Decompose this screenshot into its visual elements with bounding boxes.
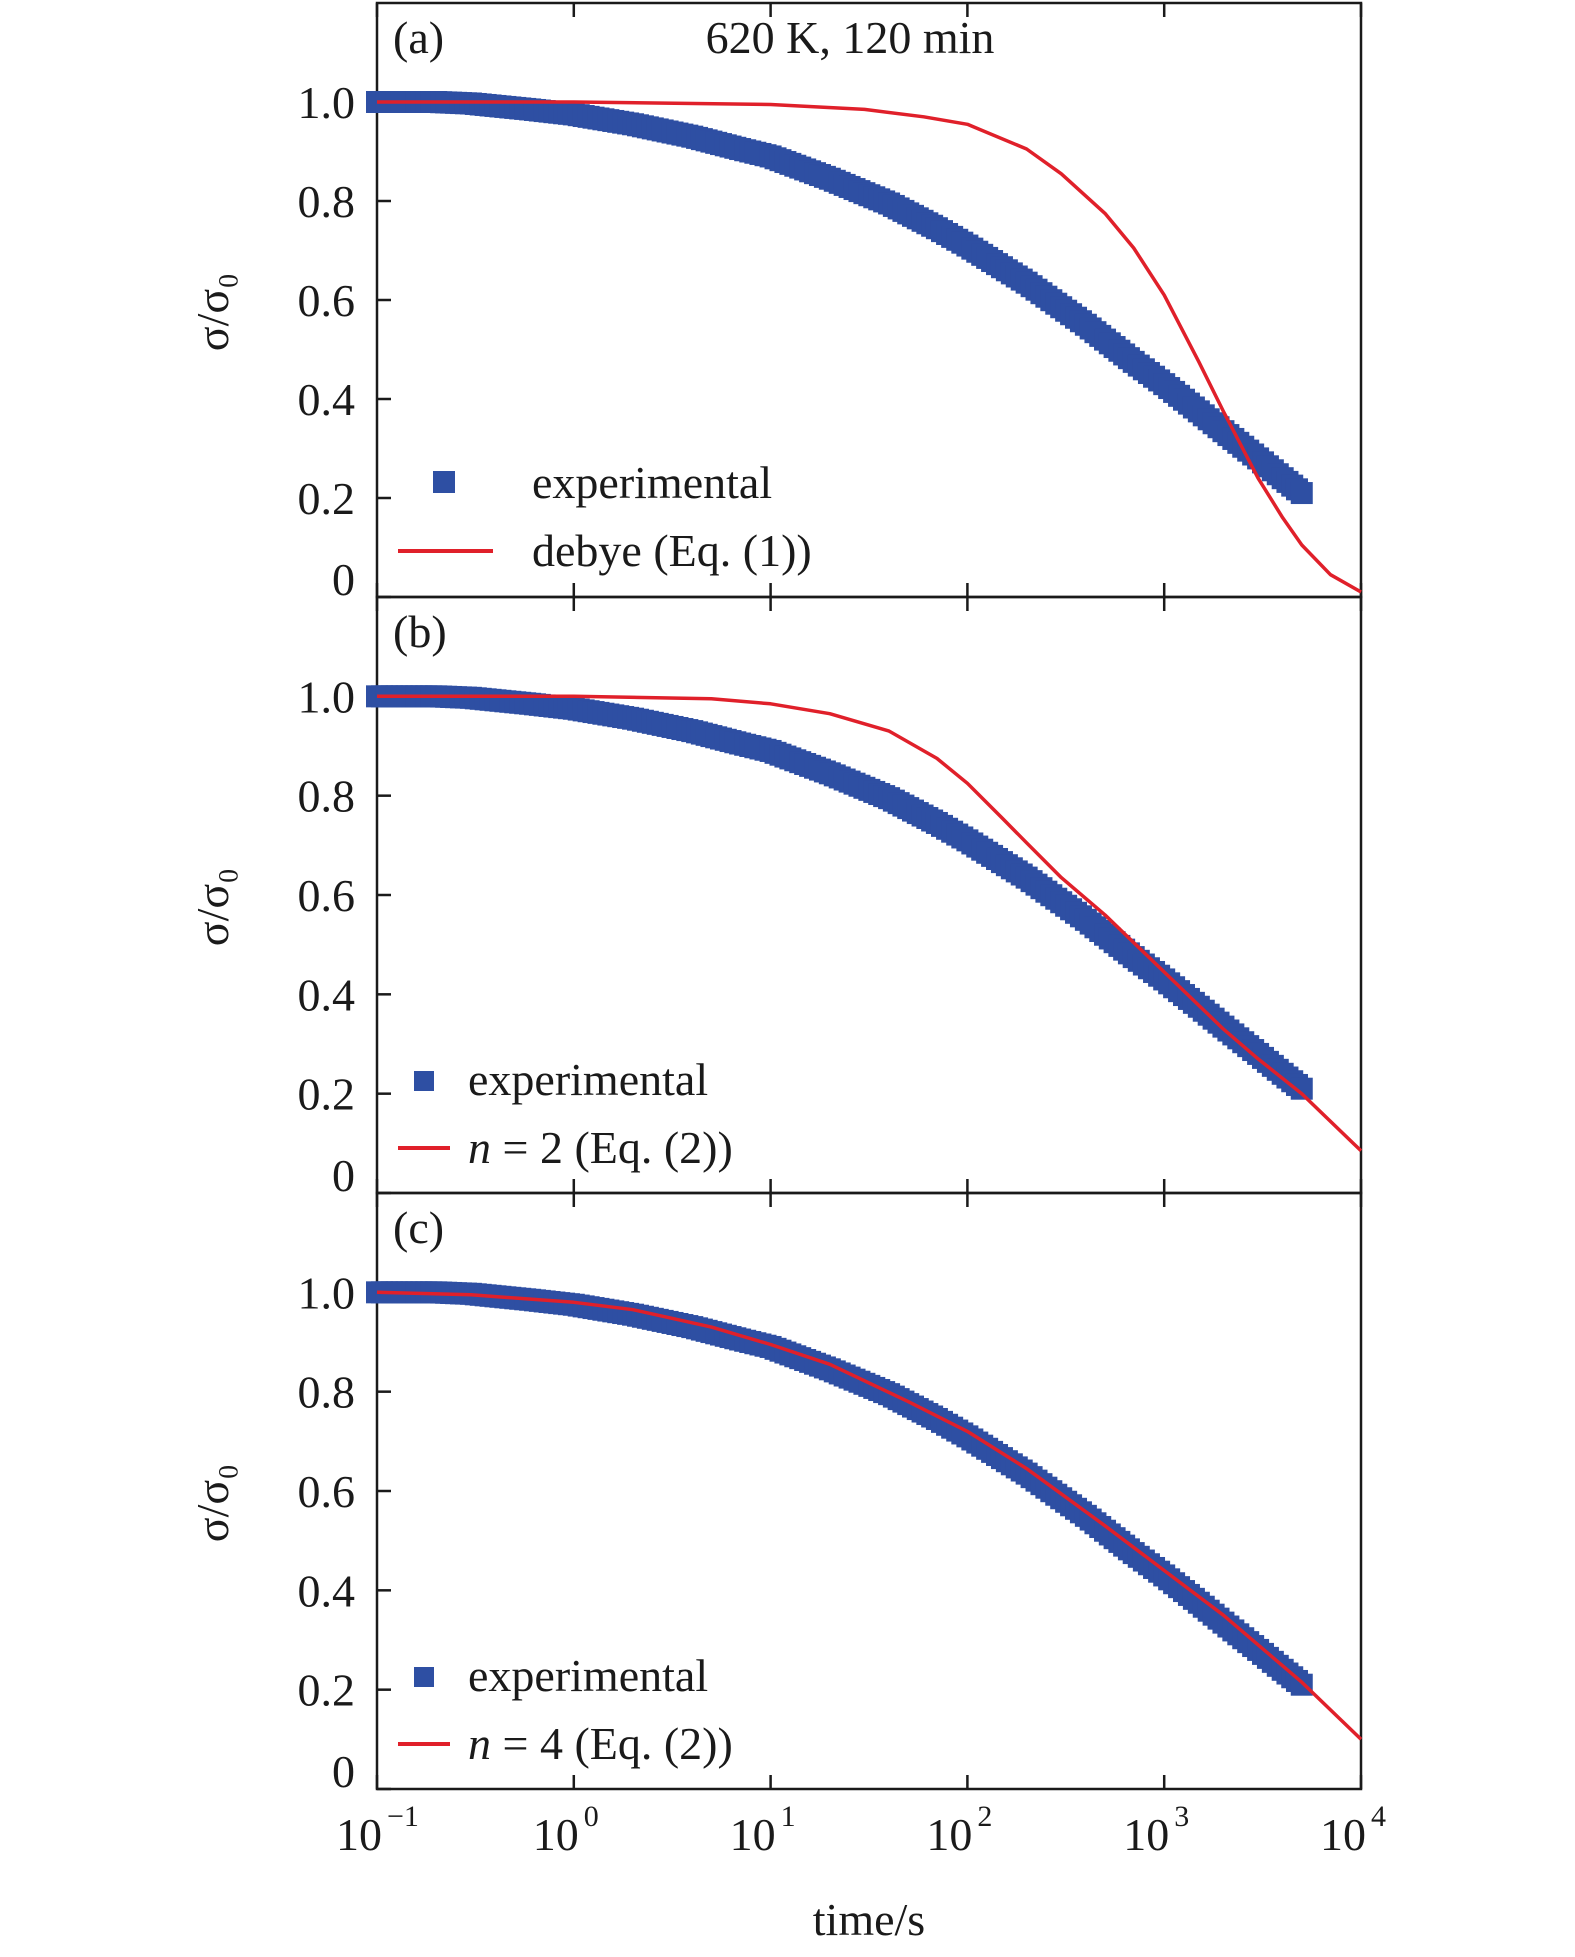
- panel-c-label: (c): [393, 1202, 444, 1253]
- panel-a-legend-debye: debye (Eq. (1)): [532, 525, 812, 576]
- x-tick-label: 10: [926, 1809, 972, 1860]
- x-tick-exponent: 0: [584, 1800, 599, 1833]
- panel-b-legend-n2-rest: = 2 (Eq. (2)): [491, 1122, 733, 1173]
- y-tick-label: 0.6: [298, 870, 356, 921]
- y-tick-label: 0.6: [298, 1466, 356, 1517]
- y-tick-label: 0.6: [298, 275, 356, 326]
- panel-b-y-axis-title: σ/σ₀: [187, 868, 238, 946]
- panel-c-n4-line: [376, 1290, 1363, 1741]
- x-tick-exponent: 4: [1371, 1800, 1386, 1833]
- chart-title: 620 K, 120 min: [706, 12, 995, 63]
- panel-a-legend-marker: [433, 471, 455, 493]
- panel-a-experimental-markers: [366, 91, 1313, 505]
- panel-b-y-tick-labels: 0 0.2 0.4 0.6 0.8 1.0: [298, 671, 356, 1201]
- x-tick-label: 10: [533, 1809, 579, 1860]
- panel-b-legend-marker: [414, 1071, 434, 1091]
- y-tick-label: 1.0: [298, 1267, 356, 1318]
- panel-a-debye-line: [377, 100, 1362, 594]
- panel-c-legend-experimental: experimental: [468, 1650, 708, 1701]
- experimental-point: [1290, 482, 1313, 505]
- y-tick-label: 0.4: [298, 969, 356, 1020]
- x-tick-label: 10: [1320, 1809, 1366, 1860]
- panel-b-legend-n2: n = 2 (Eq. (2)): [468, 1122, 733, 1173]
- x-axis-title: time/s: [813, 1894, 925, 1945]
- panel-a-legend-experimental: experimental: [532, 457, 772, 508]
- panel-a-label: (a): [393, 12, 444, 63]
- panel-b-legend-experimental: experimental: [468, 1054, 708, 1105]
- x-tick-exponent: 1: [781, 1800, 796, 1833]
- y-tick-label: 1.0: [298, 671, 356, 722]
- y-tick-label: 0.8: [298, 1367, 356, 1418]
- y-tick-label: 1.0: [298, 77, 356, 128]
- y-tick-label: 0.8: [298, 176, 356, 227]
- y-tick-label: 0.8: [298, 771, 356, 822]
- panel-c: 00.20.40.60.81.0 10 −1 10 0 10 1 10 2 10 3 10 4 (c)…: [187, 1191, 1386, 1945]
- panel-c-legend-marker: [414, 1667, 434, 1687]
- y-tick-label: 0.2: [298, 1665, 356, 1716]
- x-tick-label: 10: [1123, 1809, 1169, 1860]
- panel-b-label: (b): [393, 606, 447, 657]
- x-tick-exponent: −1: [387, 1800, 419, 1833]
- y-tick-label: 0.4: [298, 374, 356, 425]
- panel-c-legend-n-symbol: n: [468, 1718, 491, 1769]
- y-tick-label: 0: [332, 554, 355, 605]
- panel-a-y-axis-title: σ/σ₀: [187, 273, 238, 351]
- x-tick-exponent: 2: [977, 1800, 992, 1833]
- panel-c-y-axis-title: σ/σ₀: [187, 1464, 238, 1542]
- panel-b-n2-line: [377, 694, 1363, 1153]
- panel-c-legend-n4: n = 4 (Eq. (2)): [468, 1718, 733, 1769]
- y-tick-label: 0.2: [298, 473, 356, 524]
- panel-c-legend-n4-rest: = 4 (Eq. (2)): [491, 1718, 733, 1769]
- panel-a: 0 0.2 0.4 0.6 0.8 1.0 (a) 620 K, 120 min σ/σ₀…: [187, 1, 1363, 605]
- x-tick-labels: 10 −1 10 0 10 1 10 2 10 3 10 4: [336, 1800, 1386, 1860]
- panel-b-legend-n-symbol: n: [468, 1122, 491, 1173]
- y-tick-label: 0.4: [298, 1565, 356, 1616]
- x-tick-label: 10: [730, 1809, 776, 1860]
- panel-b: 0 0.2 0.4 0.6 0.8 1.0 (b) σ/σ₀ experimental n…: [187, 595, 1363, 1201]
- panel-c-y-tick-labels: 0 0.2 0.4 0.6 0.8 1.0: [298, 1267, 356, 1797]
- y-tick-label: 0: [332, 1746, 355, 1797]
- y-tick-label: 0.2: [298, 1069, 356, 1120]
- experimental-point: [1290, 1077, 1313, 1100]
- x-tick-label: 10: [336, 1809, 382, 1860]
- x-tick-exponent: 3: [1174, 1800, 1189, 1833]
- y-tick-label: 0: [332, 1150, 355, 1201]
- panel-a-y-tick-labels: 0 0.2 0.4 0.6 0.8 1.0: [298, 77, 356, 605]
